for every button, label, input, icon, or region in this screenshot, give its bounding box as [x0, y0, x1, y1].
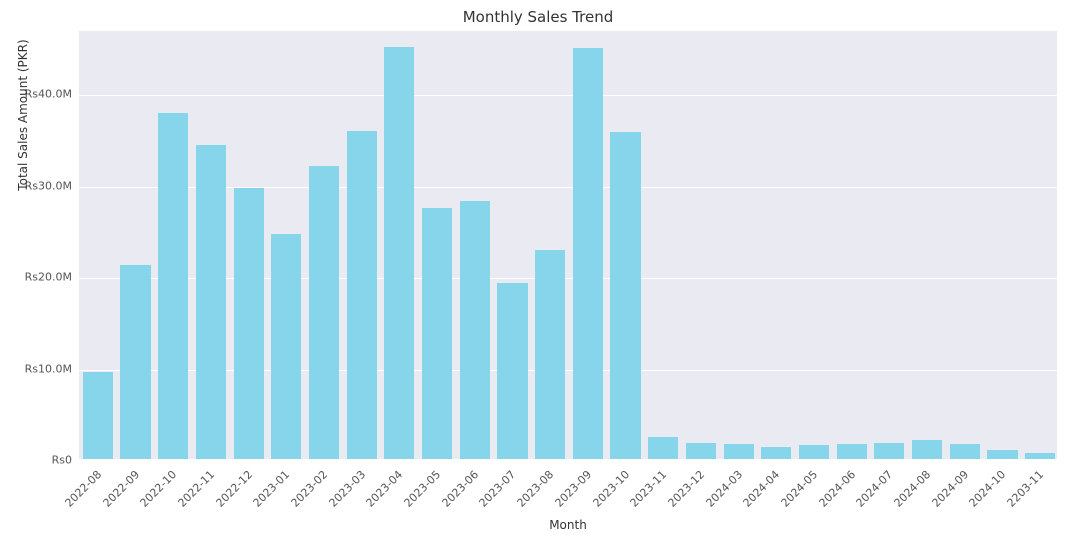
x-tick-label: 2024-07: [854, 468, 896, 510]
bar: [799, 445, 829, 459]
x-tick-label: 2022-08: [62, 468, 104, 510]
bar: [761, 447, 791, 459]
bar: [309, 166, 339, 459]
bar: [234, 188, 264, 459]
bar: [573, 48, 603, 459]
bar: [950, 444, 980, 459]
bar: [497, 283, 527, 459]
x-tick-label: 2023-09: [552, 468, 594, 510]
chart-title: Monthly Sales Trend: [0, 8, 1076, 26]
bar: [158, 113, 188, 459]
bar: [120, 265, 150, 459]
x-tick-label: 2023-07: [477, 468, 519, 510]
figure: Monthly Sales Trend Rs0 Rs10.0M Rs20.0M Rs3…: [0, 0, 1076, 540]
x-tick-label: 2024-09: [929, 468, 971, 510]
x-tick-label: 2024-08: [892, 468, 934, 510]
x-tick-label: 2023-12: [665, 468, 707, 510]
x-tick-label: 2203-11: [1005, 468, 1047, 510]
bar: [83, 372, 113, 459]
x-tick-label: 2024-04: [741, 468, 783, 510]
bar: [460, 201, 490, 459]
x-tick-label: 2023-11: [628, 468, 670, 510]
bar: [196, 145, 226, 459]
y-tick-label: Rs0: [52, 454, 72, 467]
bar: [384, 47, 414, 459]
y-tick-label: Rs20.0M: [25, 271, 72, 284]
y-axis-label: Total Sales Amount (PKR): [16, 0, 30, 330]
x-tick-label: 2023-08: [515, 468, 557, 510]
bar: [874, 443, 904, 459]
x-tick-label: 2023-01: [251, 468, 293, 510]
x-tick-label: 2022-12: [213, 468, 255, 510]
x-tick-label: 2023-06: [439, 468, 481, 510]
bar: [648, 437, 678, 459]
bar: [987, 450, 1017, 459]
grid-line: [79, 461, 1057, 462]
x-tick-label: 2023-03: [326, 468, 368, 510]
x-tick-label: 2023-10: [590, 468, 632, 510]
y-tick-label: Rs30.0M: [25, 179, 72, 192]
x-tick-label: 2024-05: [778, 468, 820, 510]
bar: [1025, 453, 1055, 459]
bar: [535, 250, 565, 460]
x-tick-label: 2023-02: [288, 468, 330, 510]
bar: [686, 443, 716, 459]
plot-area: [78, 30, 1058, 460]
bar: [724, 444, 754, 459]
x-tick-label: 2022-10: [138, 468, 180, 510]
y-tick-label: Rs40.0M: [25, 88, 72, 101]
bar: [422, 208, 452, 459]
x-tick-label: 2022-09: [100, 468, 142, 510]
bar: [837, 444, 867, 459]
x-tick-label: 2023-04: [364, 468, 406, 510]
x-tick-label: 2024-06: [816, 468, 858, 510]
x-tick-label: 2024-03: [703, 468, 745, 510]
bar: [347, 131, 377, 459]
x-tick-label: 2022-11: [175, 468, 217, 510]
bar: [271, 234, 301, 459]
x-axis-label: Month: [78, 518, 1058, 532]
y-tick-label: Rs10.0M: [25, 362, 72, 375]
bars: [79, 31, 1057, 459]
bar: [610, 132, 640, 459]
x-tick-label: 2024-10: [967, 468, 1009, 510]
x-tick-label: 2023-05: [402, 468, 444, 510]
bar: [912, 440, 942, 459]
